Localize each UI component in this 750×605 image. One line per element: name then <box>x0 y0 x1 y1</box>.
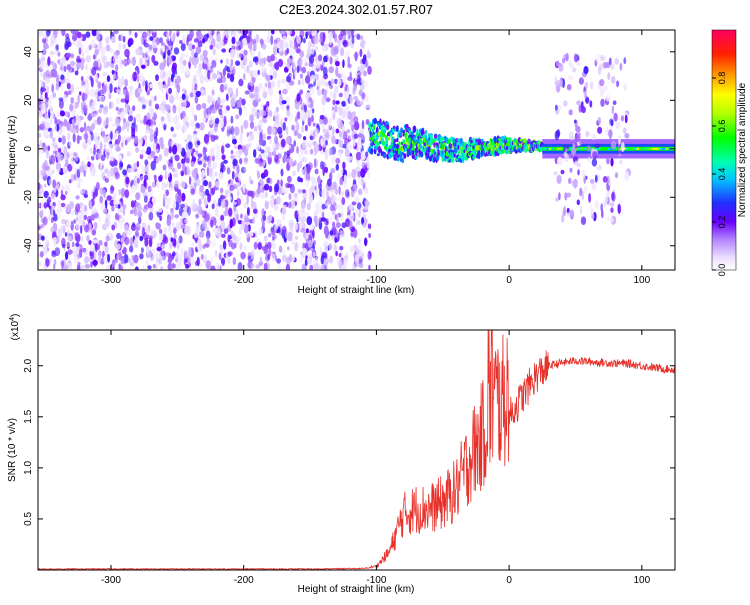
colorbar-ticks: 0.0 0.2 0.4 0.6 0.8 <box>712 72 727 277</box>
svg-text:(x104): (x104) <box>9 314 21 341</box>
snr-plot-area <box>38 330 675 570</box>
heatmap-x-tick-label-3: 0 <box>506 275 512 286</box>
snr-x-tick-label-2: -100 <box>366 575 386 586</box>
snr-x-tick-label-3: 0 <box>506 575 512 586</box>
heatmap-region-2 <box>540 139 675 159</box>
snr-y-tick-label-2: 1.5 <box>23 409 34 423</box>
colorbar-tick-label-1: 0.2 <box>717 216 727 229</box>
heatmap-x-tick-label-2: -100 <box>366 275 386 286</box>
colorbar-tick-label-2: 0.4 <box>717 168 727 181</box>
snr-axes: -300 -200 -100 0 100 0.5 1.0 1.5 2.0 <box>23 330 675 586</box>
heatmap-x-axis-label: Height of straight line (km) <box>298 285 415 296</box>
heatmap-frame <box>37 29 676 271</box>
heatmap-x-tick-label-0: -300 <box>101 275 121 286</box>
snr-x-axis-label: Height of straight line (km) <box>298 584 415 595</box>
heatmap-region-3 <box>553 52 632 225</box>
heatmap-y-tick-label-2: 0 <box>23 146 34 152</box>
snr-y-axis-label: SNR (10 * v/v) <box>7 418 18 482</box>
snr-x-tick-label-4: 100 <box>633 575 650 586</box>
snr-y-scale-multiplier: (x104) <box>9 314 21 341</box>
snr-y-tick-label-1: 1.0 <box>23 460 34 474</box>
colorbar-label: Normalized spectral amplitude <box>737 82 748 217</box>
heatmap-x-tick-label-4: 100 <box>633 275 650 286</box>
snr-scale-exponent: 4 <box>9 317 16 321</box>
snr-scale-base: (x10 <box>10 320 21 340</box>
heatmap-y-tick-label-4: 40 <box>23 46 34 58</box>
heatmap-region-1 <box>367 117 544 164</box>
heatmap-y-tick-label-3: 20 <box>23 94 34 106</box>
heatmap-x-tick-label-1: -200 <box>234 275 254 286</box>
colorbar-tick-label-3: 0.6 <box>717 120 727 133</box>
colorbar <box>711 29 737 271</box>
snr-x-tick-label-0: -300 <box>101 575 121 586</box>
snr-series-line <box>38 330 675 570</box>
colorbar-tick-label-0: 0.0 <box>717 264 727 277</box>
snr-y-tick-label-0: 0.5 <box>23 512 34 526</box>
snr-y-tick-label-3: 2.0 <box>23 358 34 372</box>
heatmap-y-tick-label-1: -20 <box>23 190 34 205</box>
chart-title: C2E3.2024.302.01.57.R07 <box>279 2 433 17</box>
snr-frame <box>37 329 676 571</box>
heatmap-layer <box>38 30 675 270</box>
colorbar-tick-label-4: 0.8 <box>717 72 727 85</box>
heatmap-y-tick-label-0: -40 <box>23 238 34 253</box>
heatmap-y-axis-label: Frequency (Hz) <box>7 116 18 185</box>
snr-x-tick-label-1: -200 <box>234 575 254 586</box>
heatmap-region-0 <box>38 30 372 270</box>
